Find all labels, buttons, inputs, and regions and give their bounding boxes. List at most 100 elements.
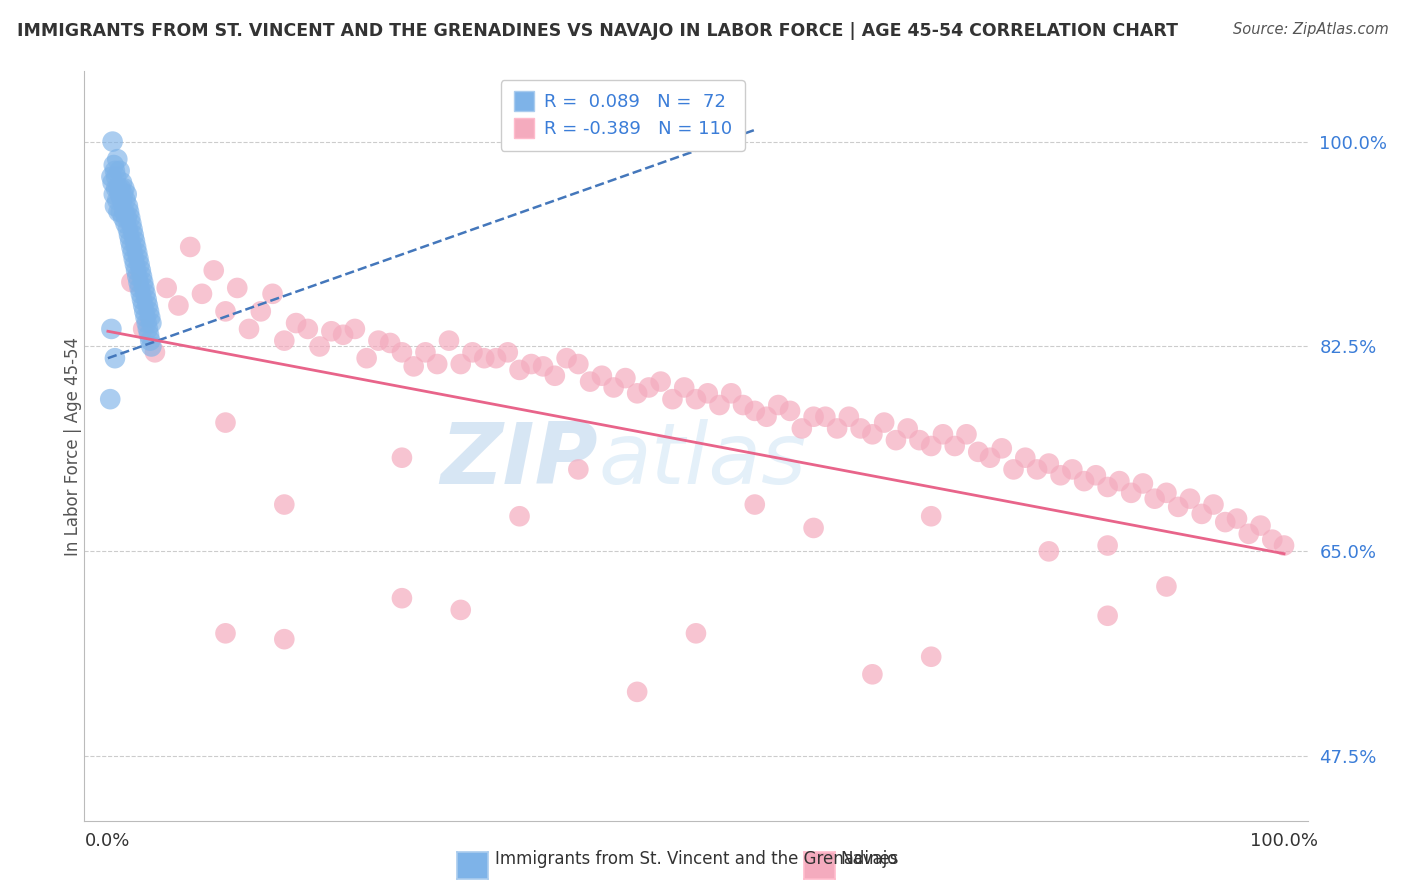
Point	[884, 433, 907, 447]
Point	[768, 398, 790, 412]
Point	[120, 275, 142, 289]
Point	[1084, 468, 1107, 483]
Point	[1237, 526, 1260, 541]
Point	[367, 334, 389, 348]
Point	[108, 164, 131, 178]
Point	[112, 205, 135, 219]
Point	[108, 187, 131, 202]
Point	[1178, 491, 1201, 506]
Point	[214, 304, 236, 318]
Point	[380, 336, 402, 351]
Point	[356, 351, 378, 366]
Point	[920, 509, 942, 524]
Point	[1191, 507, 1213, 521]
Point	[214, 626, 236, 640]
Point	[127, 269, 149, 284]
Point	[1038, 544, 1060, 558]
Point	[285, 316, 308, 330]
Point	[128, 281, 150, 295]
Point	[661, 392, 683, 407]
Point	[297, 322, 319, 336]
Point	[273, 498, 295, 512]
Point	[110, 181, 132, 195]
Point	[132, 299, 155, 313]
Point	[426, 357, 449, 371]
Y-axis label: In Labor Force | Age 45-54: In Labor Force | Age 45-54	[65, 336, 82, 556]
Point	[496, 345, 519, 359]
Point	[343, 322, 366, 336]
Point	[897, 421, 920, 435]
Point	[1202, 498, 1225, 512]
Point	[121, 222, 143, 236]
Point	[124, 258, 146, 272]
Point	[141, 339, 163, 353]
Point	[1250, 518, 1272, 533]
Point	[118, 205, 141, 219]
Point	[103, 158, 125, 172]
Point	[614, 371, 637, 385]
Point	[135, 310, 157, 325]
Point	[125, 240, 148, 254]
Point	[825, 421, 848, 435]
Point	[1073, 474, 1095, 488]
Point	[709, 398, 731, 412]
Point	[461, 345, 484, 359]
Point	[104, 351, 127, 366]
Point	[1261, 533, 1284, 547]
Point	[720, 386, 742, 401]
Point	[138, 327, 160, 342]
Point	[112, 181, 135, 195]
Point	[105, 152, 128, 166]
Point	[131, 293, 153, 307]
Point	[626, 685, 648, 699]
Point	[114, 193, 136, 207]
Point	[120, 211, 142, 225]
Point	[1143, 491, 1166, 506]
Point	[860, 427, 883, 442]
Point	[101, 135, 124, 149]
Text: ZIP: ZIP	[440, 419, 598, 502]
Point	[139, 310, 162, 325]
Point	[122, 252, 145, 266]
Text: Immigrants from St. Vincent and the Grenadines: Immigrants from St. Vincent and the Gren…	[495, 850, 898, 868]
Point	[131, 269, 153, 284]
Point	[1097, 539, 1119, 553]
Text: Navajo: Navajo	[841, 850, 898, 868]
Point	[1108, 474, 1130, 488]
Point	[103, 187, 125, 202]
Point	[117, 222, 139, 236]
Point	[114, 217, 136, 231]
Point	[132, 275, 155, 289]
Point	[790, 421, 813, 435]
Point	[731, 398, 754, 412]
Point	[1038, 457, 1060, 471]
Point	[1002, 462, 1025, 476]
Point	[602, 380, 624, 394]
Point	[685, 626, 707, 640]
Point	[531, 359, 554, 374]
Point	[509, 363, 531, 377]
Point	[1213, 515, 1236, 529]
Point	[214, 416, 236, 430]
Point	[544, 368, 567, 383]
Point	[139, 334, 162, 348]
Point	[450, 357, 472, 371]
Point	[101, 176, 124, 190]
Point	[143, 345, 166, 359]
Point	[1014, 450, 1036, 465]
Point	[138, 304, 160, 318]
Point	[129, 263, 152, 277]
Point	[1156, 580, 1178, 594]
Point	[308, 339, 330, 353]
Point	[238, 322, 260, 336]
Point	[1049, 468, 1071, 483]
Point	[755, 409, 778, 424]
Point	[100, 169, 122, 184]
Point	[111, 193, 134, 207]
Point	[125, 263, 148, 277]
Point	[115, 211, 138, 225]
Point	[873, 416, 896, 430]
Point	[626, 386, 648, 401]
Point	[779, 404, 801, 418]
Point	[122, 228, 145, 243]
